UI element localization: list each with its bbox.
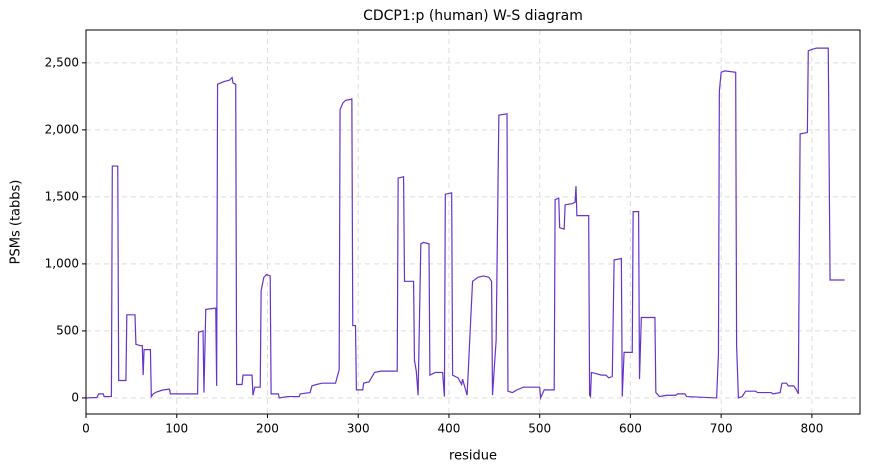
y-tick-label: 500 — [56, 323, 79, 337]
x-tick-label: 800 — [800, 422, 823, 436]
x-tick-label: 400 — [438, 422, 461, 436]
x-tick-label: 300 — [347, 422, 370, 436]
y-tick-label: 1,500 — [45, 189, 79, 203]
x-tick-label: 600 — [619, 422, 642, 436]
y-tick-label: 2,000 — [45, 122, 79, 136]
x-tick-label: 200 — [256, 422, 279, 436]
y-tick-label: 0 — [71, 390, 79, 404]
x-tick-label: 700 — [710, 422, 733, 436]
x-axis-label: residue — [449, 449, 497, 464]
x-tick-label: 100 — [165, 422, 188, 436]
x-tick-label: 0 — [82, 422, 90, 436]
y-axis-label: PSMs (tabbs) — [9, 180, 24, 265]
data-line — [85, 47, 845, 401]
plot-frame — [85, 29, 861, 415]
x-tick-label: 500 — [528, 422, 551, 436]
y-tick-label: 2,500 — [45, 55, 79, 69]
chart-title: CDCP1:p (human) W-S diagram — [363, 8, 583, 24]
y-tick-label: 1,000 — [45, 256, 79, 270]
